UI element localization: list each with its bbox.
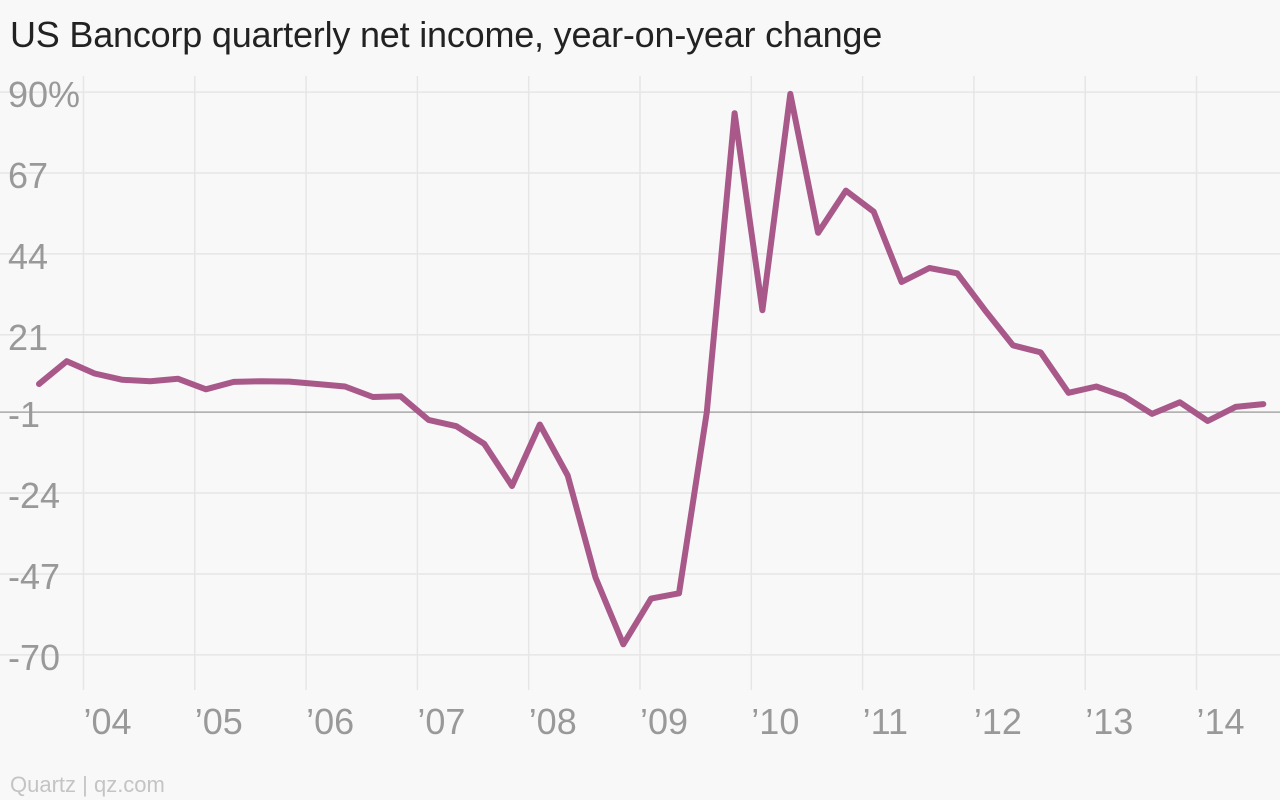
data-point-25 [732,110,738,116]
label-layer: 90% 67 44 21 -1 -24 -47 -70 ’04 ’05 ’06 ’07 ’08 ’09 ’1… [8,74,1245,742]
data-point-13 [398,393,404,399]
x-tick-label-2: ’06 [306,701,354,742]
data-point-11 [342,384,348,390]
y-tick-label-1: 67 [8,155,48,196]
y-tick-label-3: 21 [8,317,48,358]
data-point-44 [1260,401,1266,407]
y-tick-label-7: -70 [8,637,60,678]
data-point-41 [1177,399,1183,405]
data-point-31 [899,279,905,285]
data-point-32 [926,265,932,271]
data-point-39 [1121,393,1127,399]
y-tick-label-4: -1 [8,394,40,435]
data-point-5 [175,376,181,382]
data-point-43 [1233,404,1239,410]
data-point-21 [620,641,626,647]
data-point-26 [759,307,765,313]
data-point-19 [565,473,571,479]
data-point-23 [676,590,682,596]
data-point-1 [64,358,70,364]
data-point-10 [314,381,320,387]
data-point-20 [593,575,599,581]
x-tick-label-3: ’07 [417,701,465,742]
source-credit: Quartz | qz.com [10,772,165,797]
data-point-8 [259,378,265,384]
data-point-36 [1038,349,1044,355]
data-point-29 [843,188,849,194]
x-tick-label-5: ’09 [640,701,688,742]
data-point-30 [871,209,877,215]
y-tick-label-6: -47 [8,556,60,597]
data-point-6 [203,386,209,392]
data-point-18 [537,422,543,428]
data-point-35 [1010,342,1016,348]
series-line-0 [36,90,1267,648]
data-point-17 [509,483,515,489]
data-point-34 [982,307,988,313]
x-tick-label-8: ’12 [974,701,1022,742]
data-point-28 [815,230,821,236]
x-tick-label-9: ’13 [1085,701,1133,742]
x-tick-label-6: ’10 [751,701,799,742]
x-tick-label-0: ’04 [83,701,131,742]
data-point-40 [1149,411,1155,417]
data-point-9 [286,379,292,385]
data-point-37 [1066,390,1072,396]
data-point-2 [92,371,98,377]
x-tick-label-4: ’08 [529,701,577,742]
data-point-33 [954,270,960,276]
data-point-12 [370,394,376,400]
data-point-3 [119,377,125,383]
chart-title: US Bancorp quarterly net income, year-on… [10,14,883,55]
y-tick-label-5: -24 [8,475,60,516]
data-point-24 [704,409,710,415]
data-point-4 [147,378,153,384]
data-point-38 [1093,384,1099,390]
data-point-42 [1205,418,1211,424]
x-tick-label-1: ’05 [195,701,243,742]
y-tick-label-2: 44 [8,236,48,277]
data-point-15 [453,423,459,429]
y-tick-label-0: 90% [8,74,80,115]
data-point-22 [648,596,654,602]
data-point-14 [426,417,432,423]
grid-layer [0,76,1280,690]
x-tick-label-10: ’14 [1197,701,1245,742]
data-layer [36,90,1267,648]
x-tick-label-7: ’11 [863,701,908,742]
data-point-16 [481,441,487,447]
data-point-0 [36,381,42,387]
data-point-7 [231,379,237,385]
data-point-27 [787,91,793,97]
